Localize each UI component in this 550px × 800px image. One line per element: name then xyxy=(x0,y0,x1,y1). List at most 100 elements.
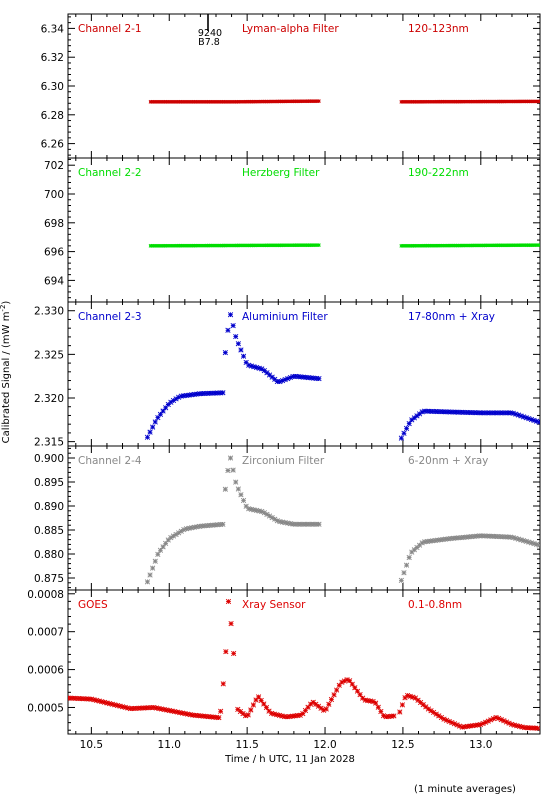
data-point xyxy=(410,243,415,248)
data-point xyxy=(148,99,153,104)
data-point xyxy=(406,554,412,561)
data-point xyxy=(448,535,454,542)
data-point xyxy=(518,413,524,419)
data-point xyxy=(446,718,452,725)
data-point xyxy=(298,374,304,380)
data-point xyxy=(344,677,350,683)
data-point xyxy=(184,243,188,248)
data-point xyxy=(481,99,486,104)
data-point xyxy=(270,243,274,248)
data-point xyxy=(248,363,254,369)
data-point xyxy=(292,713,298,719)
data-point xyxy=(151,704,157,711)
data-point xyxy=(171,243,175,248)
data-point xyxy=(204,390,210,396)
data-point xyxy=(416,411,423,417)
data-point xyxy=(88,696,95,702)
data-point xyxy=(500,410,506,416)
data-point xyxy=(399,243,404,248)
data-point xyxy=(122,704,128,710)
data-point xyxy=(532,725,538,731)
data-point xyxy=(189,99,194,104)
data-point xyxy=(406,243,411,248)
data-point xyxy=(524,725,530,731)
data-point xyxy=(177,709,183,716)
data-point xyxy=(237,708,244,715)
data-point xyxy=(311,99,316,104)
data-point xyxy=(199,99,203,104)
data-point xyxy=(487,410,493,416)
data-point xyxy=(523,415,529,421)
y-tick-label: 0.0007 xyxy=(27,627,64,639)
data-point xyxy=(242,99,246,104)
data-point xyxy=(471,533,477,539)
data-point xyxy=(425,99,430,104)
data-point xyxy=(260,99,265,104)
data-point xyxy=(78,696,84,702)
data-point xyxy=(448,243,452,248)
data-point xyxy=(453,99,458,104)
data-point xyxy=(331,692,337,698)
data-point xyxy=(292,521,299,527)
data-point xyxy=(357,692,363,698)
data-point xyxy=(507,99,512,104)
data-point xyxy=(386,713,392,720)
data-point xyxy=(520,99,525,104)
data-point xyxy=(93,697,100,704)
data-point xyxy=(519,243,523,248)
data-point xyxy=(511,99,516,104)
data-point xyxy=(183,526,190,532)
data-point xyxy=(489,533,496,539)
data-point xyxy=(496,243,501,248)
data-point xyxy=(500,534,506,540)
data-point xyxy=(303,99,308,104)
data-point xyxy=(536,542,540,548)
data-point xyxy=(474,410,480,416)
data-point xyxy=(249,243,254,248)
data-point xyxy=(225,467,231,474)
data-point xyxy=(503,719,510,725)
data-point xyxy=(220,681,226,687)
y-tick-label: 0.0005 xyxy=(27,702,64,714)
data-point xyxy=(243,243,248,248)
data-point xyxy=(398,435,404,441)
series-points xyxy=(68,598,540,731)
data-point xyxy=(208,243,213,248)
data-point xyxy=(492,243,497,248)
data-point xyxy=(135,705,141,711)
data-point xyxy=(414,99,419,104)
data-point xyxy=(458,409,464,415)
data-point xyxy=(513,535,519,541)
data-point xyxy=(202,243,207,248)
data-point xyxy=(455,99,460,104)
data-point xyxy=(435,408,441,415)
data-point xyxy=(530,243,535,248)
data-point xyxy=(182,99,187,104)
data-point xyxy=(186,525,192,531)
data-point xyxy=(211,714,217,720)
data-point xyxy=(194,391,200,397)
data-point xyxy=(152,99,157,104)
data-point xyxy=(147,572,153,578)
data-point xyxy=(461,243,465,248)
data-point xyxy=(455,409,462,415)
data-point xyxy=(262,99,267,104)
data-point xyxy=(189,392,195,398)
data-point xyxy=(225,243,230,248)
data-point xyxy=(256,508,262,514)
data-point xyxy=(290,99,295,104)
data-point xyxy=(305,375,312,381)
data-point xyxy=(502,99,507,104)
data-point xyxy=(489,99,494,104)
data-point xyxy=(476,99,480,104)
data-point xyxy=(261,510,267,516)
data-point xyxy=(510,534,516,541)
data-point xyxy=(165,537,171,543)
data-point xyxy=(434,99,439,104)
data-point xyxy=(112,702,118,708)
data-point xyxy=(480,720,486,727)
y-tick-label: 700 xyxy=(44,189,64,201)
data-point xyxy=(321,707,327,713)
data-point xyxy=(181,527,187,533)
data-point xyxy=(296,243,301,248)
